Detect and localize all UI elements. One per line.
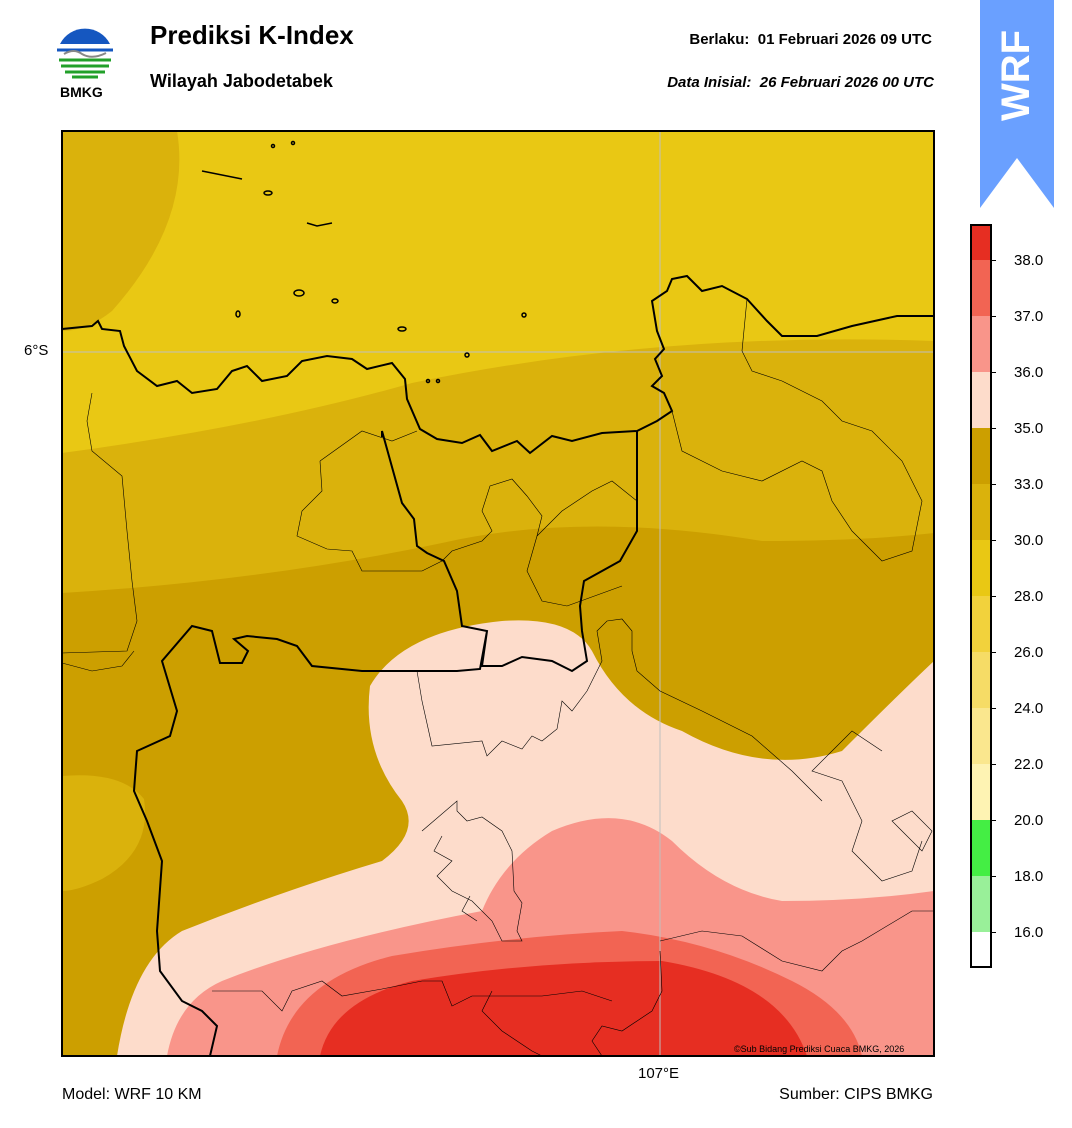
colorbar-tick xyxy=(990,260,996,261)
colorbar-label: 33.0 xyxy=(1014,476,1044,493)
colorbar-tick xyxy=(990,428,996,429)
colorbar-label: 18.0 xyxy=(1014,868,1044,885)
colorbar-segment xyxy=(972,484,990,540)
colorbar-label: 22.0 xyxy=(1014,756,1044,773)
k-index-map xyxy=(62,131,934,1056)
colorbar-tick xyxy=(990,540,996,541)
map-frame xyxy=(61,130,935,1057)
zone-dark-gold-a xyxy=(62,131,180,331)
colorbar-segment xyxy=(972,876,990,932)
valid-time-label: Berlaku: xyxy=(689,31,750,48)
colorbar-segment xyxy=(972,260,990,316)
colorbar xyxy=(970,224,992,968)
colorbar-tick xyxy=(990,316,996,317)
colorbar-segment xyxy=(972,316,990,372)
copyright-note: ©Sub Bidang Prediksi Cuaca BMKG, 2026 xyxy=(734,1044,905,1054)
colorbar-tick xyxy=(990,932,996,933)
valid-time: Berlaku: 01 Februari 2026 09 UTC xyxy=(689,31,932,48)
zone-gold-patch xyxy=(62,775,146,891)
colorbar-segment xyxy=(972,372,990,428)
lon-label: 107°E xyxy=(638,1065,680,1082)
colorbar-label: 28.0 xyxy=(1014,588,1044,605)
valid-time-value: 01 Februari 2026 09 UTC xyxy=(757,31,932,48)
page-title: Prediksi K-Index xyxy=(150,20,354,50)
colorbar-segment xyxy=(972,226,990,260)
colorbar-segment xyxy=(972,932,990,966)
colorbar-label: 36.0 xyxy=(1014,364,1044,381)
zone-red xyxy=(320,961,807,1056)
init-time: Data Inisial: 26 Februari 2026 00 UTC xyxy=(667,74,934,91)
thousand-islands xyxy=(201,140,527,384)
colorbar-label: 37.0 xyxy=(1014,308,1044,325)
init-time-value: 26 Februari 2026 00 UTC xyxy=(759,74,934,91)
colorbar-segment xyxy=(972,764,990,820)
colorbar-tick xyxy=(990,876,996,877)
init-time-label: Data Inisial: xyxy=(667,74,752,91)
colorbar-segment xyxy=(972,708,990,764)
logo-text: BMKG xyxy=(60,84,103,100)
district-borders xyxy=(62,298,934,1056)
colorbar-segment xyxy=(972,652,990,708)
colorbar-tick xyxy=(990,372,996,373)
bmkg-logo: BMKG xyxy=(52,18,118,102)
colorbar-tick xyxy=(990,764,996,765)
page-subtitle: Wilayah Jabodetabek xyxy=(150,71,333,91)
colorbar-label: 20.0 xyxy=(1014,812,1044,829)
wrf-badge: WRF xyxy=(980,0,1054,150)
colorbar-tick xyxy=(990,820,996,821)
colorbar-label: 24.0 xyxy=(1014,700,1044,717)
colorbar-label: 26.0 xyxy=(1014,644,1044,661)
wrf-badge-icon xyxy=(980,0,1054,208)
colorbar-label: 16.0 xyxy=(1014,924,1044,941)
model-label: Model: WRF 10 KM xyxy=(62,1086,202,1103)
province-border xyxy=(132,430,638,1056)
colorbar-label: 35.0 xyxy=(1014,420,1044,437)
colorbar-segment xyxy=(972,596,990,652)
source-label: Sumber: CIPS BMKG xyxy=(779,1086,933,1103)
wrf-badge-text: WRF xyxy=(994,29,1039,121)
colorbar-label: 38.0 xyxy=(1014,252,1044,269)
colorbar-tick xyxy=(990,596,996,597)
colorbar-tick xyxy=(990,652,996,653)
colorbar-segment xyxy=(972,428,990,484)
colorbar-tick xyxy=(990,708,996,709)
colorbar-tick xyxy=(990,484,996,485)
colorbar-segment xyxy=(972,540,990,596)
coastline xyxy=(62,274,934,455)
colorbar-label: 30.0 xyxy=(1014,532,1044,549)
colorbar-segment xyxy=(972,820,990,876)
lat-label: 6°S xyxy=(24,342,49,359)
